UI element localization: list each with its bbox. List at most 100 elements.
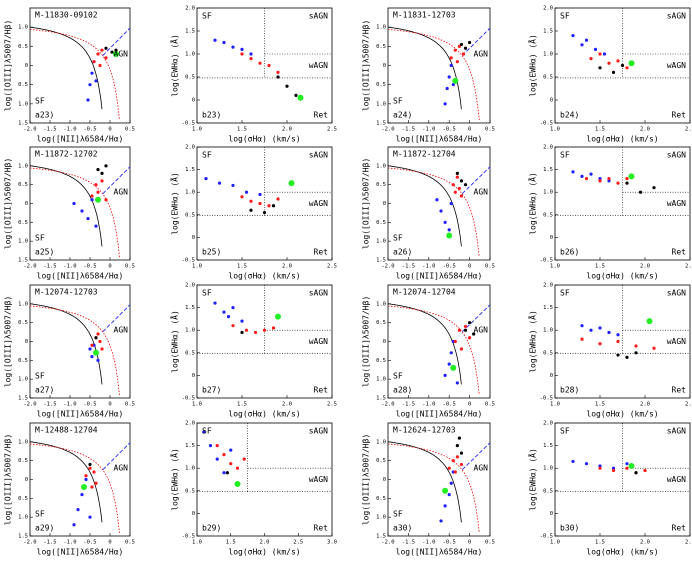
point [215,444,219,448]
point [598,177,602,181]
y-tick-label: 0.5 [376,44,386,50]
annotation: wAGN [667,199,686,208]
x-tick-label: 2.5 [685,402,692,408]
point [607,330,611,335]
panel-title: M-12488-12704 [35,426,98,435]
point [453,48,457,52]
point [244,328,249,332]
point [453,339,457,344]
point [258,192,262,197]
x-tick-label: 2.0 [260,540,270,546]
point [625,466,629,470]
point [276,75,280,79]
point [652,186,656,190]
annotation: SF [202,151,212,160]
point [442,487,449,494]
y-tick-label: 1.0 [18,101,28,107]
y-tick-label: 1.0 [376,515,386,521]
x-axis-label: log([NII]λ6584/Hα) [37,548,124,557]
x-tick-label: 2.0 [282,127,292,133]
x-tick-label: 0.5 [125,540,135,546]
point [96,168,100,172]
y-tick-label: 1.0 [376,101,386,107]
y-tick-label: 1.0 [376,25,386,31]
y-tick-label: 0.5 [18,358,28,364]
x-tick-label: -1.0 [422,402,435,408]
y-tick-label: 1.0 [543,466,553,472]
point [447,75,451,79]
point [271,204,276,208]
y-tick-label: 1.0 [18,25,28,31]
y-tick-label: 1.0 [376,377,386,383]
y-axis-label: log(EWHα) (Å) [527,310,538,373]
point [86,98,90,102]
point [455,444,459,448]
x-tick-label: 1.5 [237,127,247,133]
point [213,301,217,305]
point [88,347,92,351]
y-tick-label: 1.5 [376,534,386,540]
point [240,47,244,52]
point [258,201,262,206]
point [222,453,226,457]
point [222,310,226,314]
y-tick-label: 1.5 [18,396,28,402]
plot-frame [29,422,131,537]
point [443,220,447,224]
point [222,40,226,45]
panel-title: M-11830-09102 [35,11,98,20]
y-tick-label: 1.5 [543,167,553,173]
annotation: AGN [474,326,489,335]
point [231,183,235,188]
y-tick-label: 2.0 [185,421,195,427]
point [459,194,464,198]
point [88,466,92,470]
point [598,52,602,56]
point [285,84,289,88]
point [113,51,119,57]
x-tick-label: -1.5 [402,402,415,408]
plot-frame [29,284,131,399]
divider [461,166,491,194]
x-tick-label: 2.0 [640,540,650,546]
y-tick-label: 1.5 [376,258,386,264]
point [463,324,468,329]
panel-title: M-11872-12702 [35,150,98,159]
x-tick-label: -1.5 [43,127,56,133]
y-tick-label: 0 [192,511,195,517]
x-tick-label: 1.0 [192,127,202,133]
point [80,209,84,213]
annotation: sAGN [667,289,686,298]
x-tick-label: -0.5 [83,402,96,408]
y-axis-label: log(EWHα) (Å) [169,34,180,97]
point [584,38,589,42]
point [234,481,241,488]
plot-frame [387,422,491,537]
annotation: AGN [474,464,489,473]
point [598,66,602,70]
x-tick-label: 2.0 [282,264,292,270]
y-axis-label: log([OIII]λ5007/Hβ) [362,434,371,526]
point [96,332,100,336]
annotation: SF [560,289,570,298]
y-tick-label: 0.5 [185,75,195,81]
x-axis-label: log(σHα) (km/s) [228,135,300,144]
annotation: Ret [672,524,687,533]
point [449,56,453,60]
point [461,52,466,56]
y-tick-label: -0.5 [540,534,553,540]
x-tick-label: 0 [468,264,471,270]
divider [387,305,480,396]
y-tick-label: 1.0 [18,163,28,169]
point [226,315,231,319]
y-axis-label: log([OIII]λ5007/Hβ) [4,296,13,388]
annotation: sAGN [667,427,686,436]
point [589,172,593,176]
annotation: AGN [114,50,129,59]
x-tick-label: 2.5 [293,540,303,546]
annotation: wAGN [309,199,328,208]
y-tick-label: 0.5 [376,320,386,326]
point [449,351,453,355]
point [611,466,616,470]
x-tick-label: -2.0 [23,264,36,270]
